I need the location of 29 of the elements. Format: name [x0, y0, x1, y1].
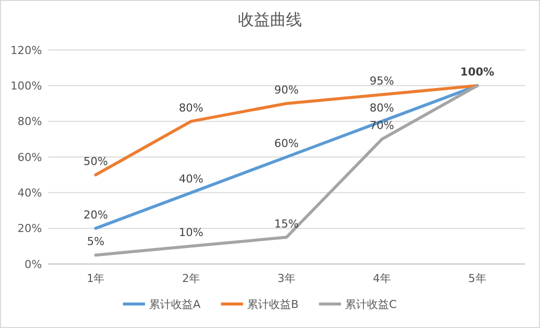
y-tick-label: 20% — [18, 222, 42, 236]
y-tick-label: 0% — [24, 258, 42, 271]
x-tick-label: 3年 — [278, 272, 296, 285]
y-tick-label: 100% — [10, 80, 42, 93]
y-tick-label: 60% — [18, 150, 42, 164]
data-label: 95% — [370, 74, 394, 88]
data-label: 10% — [178, 226, 204, 240]
x-tick-label: 4年 — [372, 272, 391, 285]
data-label: 60% — [274, 137, 299, 150]
data-label: 5% — [86, 235, 104, 248]
data-label: 100% — [460, 66, 494, 79]
chart-title: 收益曲线 — [238, 10, 302, 29]
data-label: 70% — [370, 119, 394, 132]
data-label: 40% — [178, 172, 204, 186]
data-label: 90% — [274, 84, 299, 96]
data-label: 20% — [83, 208, 108, 222]
data-label: 80% — [178, 101, 204, 114]
x-tick-label: 1年 — [86, 272, 105, 285]
x-tick-label: 5年 — [468, 272, 486, 285]
y-tick-label: 40% — [18, 186, 42, 200]
data-label: 15% — [274, 217, 299, 230]
legend-label: 累计收益A — [149, 298, 201, 311]
data-label: 50% — [83, 154, 108, 168]
y-tick-label: 120% — [10, 44, 42, 57]
data-label: 80% — [370, 101, 394, 114]
y-tick-label: 80% — [18, 115, 42, 128]
legend-label: 累计收益B — [247, 298, 299, 311]
legend-label: 累计收益C — [345, 298, 397, 311]
x-tick-label: 2年 — [182, 272, 200, 285]
